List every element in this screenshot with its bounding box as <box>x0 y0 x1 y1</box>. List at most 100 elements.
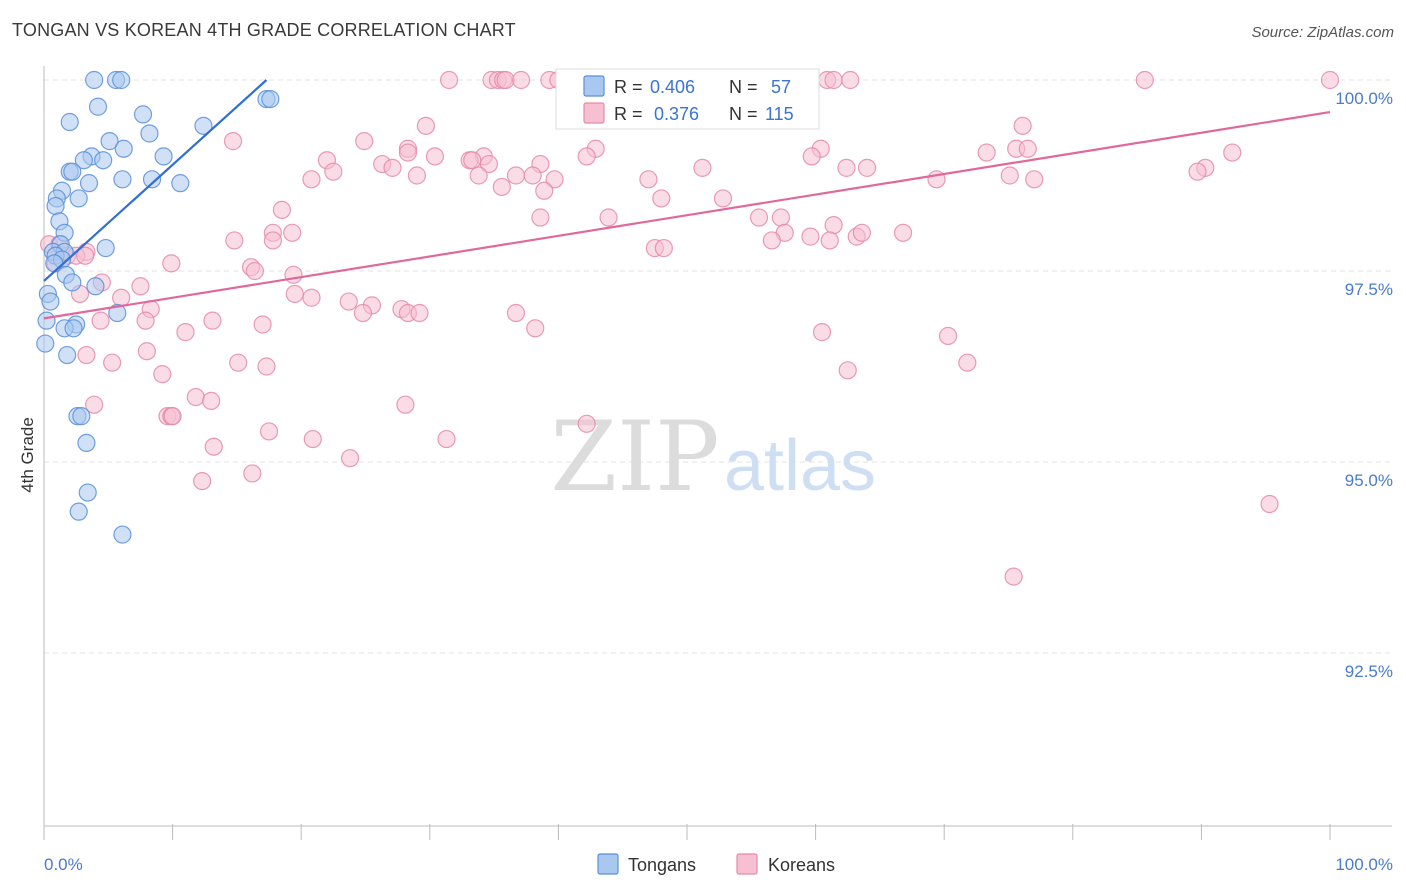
koreans-point-109 <box>526 319 545 338</box>
koreans-point-87 <box>162 254 181 273</box>
koreans-point-70 <box>801 227 820 246</box>
tongans-trend-line <box>43 79 268 282</box>
koreans-point-94 <box>285 284 304 304</box>
legend-tongans-n-value: 57 <box>771 77 791 97</box>
koreans-point-31 <box>802 147 821 166</box>
x-tick-labels: 0.0% 100.0% <box>44 855 1393 874</box>
tongans-point-11 <box>114 139 133 158</box>
koreans-point-18 <box>1013 116 1032 135</box>
koreans-point-36 <box>463 151 482 170</box>
source-label: Source: ZipAtlas.com <box>1251 24 1394 41</box>
koreans-point-15 <box>841 70 860 90</box>
watermark: ZIP atlas <box>550 401 876 513</box>
tongans-point-19 <box>142 170 162 189</box>
tongans-point-2 <box>112 70 131 90</box>
y-tick-label-2: 95.0% <box>1345 471 1393 490</box>
tongans-point-48 <box>72 407 91 426</box>
koreans-point-55 <box>302 170 321 189</box>
koreans-point-117 <box>257 357 276 376</box>
koreans-point-108 <box>253 315 272 334</box>
koreans-point-73 <box>852 223 871 242</box>
koreans-point-74 <box>893 223 913 242</box>
legend-tongans-swatch <box>583 75 605 97</box>
legend-bottom-tongans-label: Tongans <box>628 855 696 875</box>
koreans-point-135 <box>193 472 212 491</box>
koreans-point-107 <box>136 311 155 330</box>
koreans-points <box>40 70 1340 586</box>
koreans-point-40 <box>383 158 402 177</box>
tongans-point-5 <box>88 97 108 116</box>
tongans-point-49 <box>77 433 96 452</box>
koreans-point-56 <box>1000 166 1019 185</box>
koreans-point-124 <box>396 395 415 414</box>
y-tick-label-3: 92.5% <box>1345 662 1393 681</box>
legend-koreans-r-label: R = <box>614 104 643 124</box>
koreans-point-69 <box>283 223 302 242</box>
koreans-point-130 <box>437 429 456 449</box>
legend-tongans-n-label: N = <box>729 77 758 97</box>
tongans-point-52 <box>113 525 132 544</box>
stats-legend: R = 0.406 N = 57 R = 0.376 N = 115 <box>555 68 820 130</box>
legend-koreans-n-label: N = <box>729 104 758 124</box>
koreans-point-115 <box>103 353 122 372</box>
koreans-point-46 <box>324 162 343 181</box>
koreans-point-45 <box>1188 162 1207 181</box>
x-tick-label-1: 100.0% <box>1335 855 1393 874</box>
koreans-point-111 <box>812 323 832 342</box>
koreans-point-119 <box>838 361 857 380</box>
koreans-point-52 <box>639 170 658 189</box>
koreans-point-16 <box>1135 70 1154 90</box>
koreans-point-37 <box>479 154 499 174</box>
trend-lines <box>43 79 1331 320</box>
koreans-point-110 <box>176 323 195 342</box>
koreans-point-113 <box>137 342 156 361</box>
koreans-point-5 <box>512 70 531 90</box>
koreans-point-76 <box>225 231 244 250</box>
koreans-point-65 <box>771 208 790 227</box>
koreans-point-95 <box>112 288 131 307</box>
tongans-point-39 <box>41 292 60 311</box>
tongans-point-36 <box>63 273 82 292</box>
koreans-point-101 <box>353 303 373 323</box>
koreans-point-61 <box>272 200 292 219</box>
koreans-point-128 <box>577 414 596 433</box>
koreans-point-90 <box>284 265 303 284</box>
tongans-point-45 <box>36 334 55 353</box>
tongans-point-21 <box>79 174 99 193</box>
koreans-point-33 <box>425 147 445 166</box>
legend-koreans-r-value: 0.376 <box>654 104 699 124</box>
legend-koreans-n-value: 115 <box>765 104 794 124</box>
koreans-point-62 <box>531 208 550 227</box>
legend-bottom-tongans-swatch <box>597 853 619 875</box>
tongans-point-25 <box>46 196 65 216</box>
watermark-zip: ZIP <box>550 401 719 513</box>
legend-tongans-r-label: R = <box>614 77 643 97</box>
koreans-point-122 <box>202 391 221 410</box>
koreans-point-47 <box>407 166 427 185</box>
koreans-point-4 <box>496 70 515 90</box>
koreans-point-14 <box>824 70 843 90</box>
koreans-point-42 <box>837 158 856 177</box>
series-legend: Tongans Koreans <box>597 853 835 875</box>
koreans-point-29 <box>1223 143 1242 162</box>
koreans-point-64 <box>749 208 769 227</box>
koreans-point-20 <box>223 132 243 151</box>
koreans-point-120 <box>153 365 172 384</box>
koreans-point-105 <box>203 311 222 330</box>
koreans-point-114 <box>77 345 96 365</box>
koreans-point-103 <box>410 303 429 323</box>
tongans-point-10 <box>100 132 119 151</box>
koreans-point-121 <box>186 387 205 407</box>
koreans-point-134 <box>243 464 262 483</box>
koreans-point-132 <box>204 437 223 456</box>
koreans-point-133 <box>340 449 360 468</box>
koreans-point-116 <box>229 353 248 372</box>
koreans-point-96 <box>302 288 321 307</box>
y-axis-label: 4th Grade <box>18 417 37 493</box>
tongans-point-18 <box>113 170 132 189</box>
koreans-point-104 <box>506 303 526 323</box>
koreans-point-92 <box>131 277 150 296</box>
tongans-point-29 <box>96 238 115 258</box>
tongans-point-23 <box>69 189 88 208</box>
